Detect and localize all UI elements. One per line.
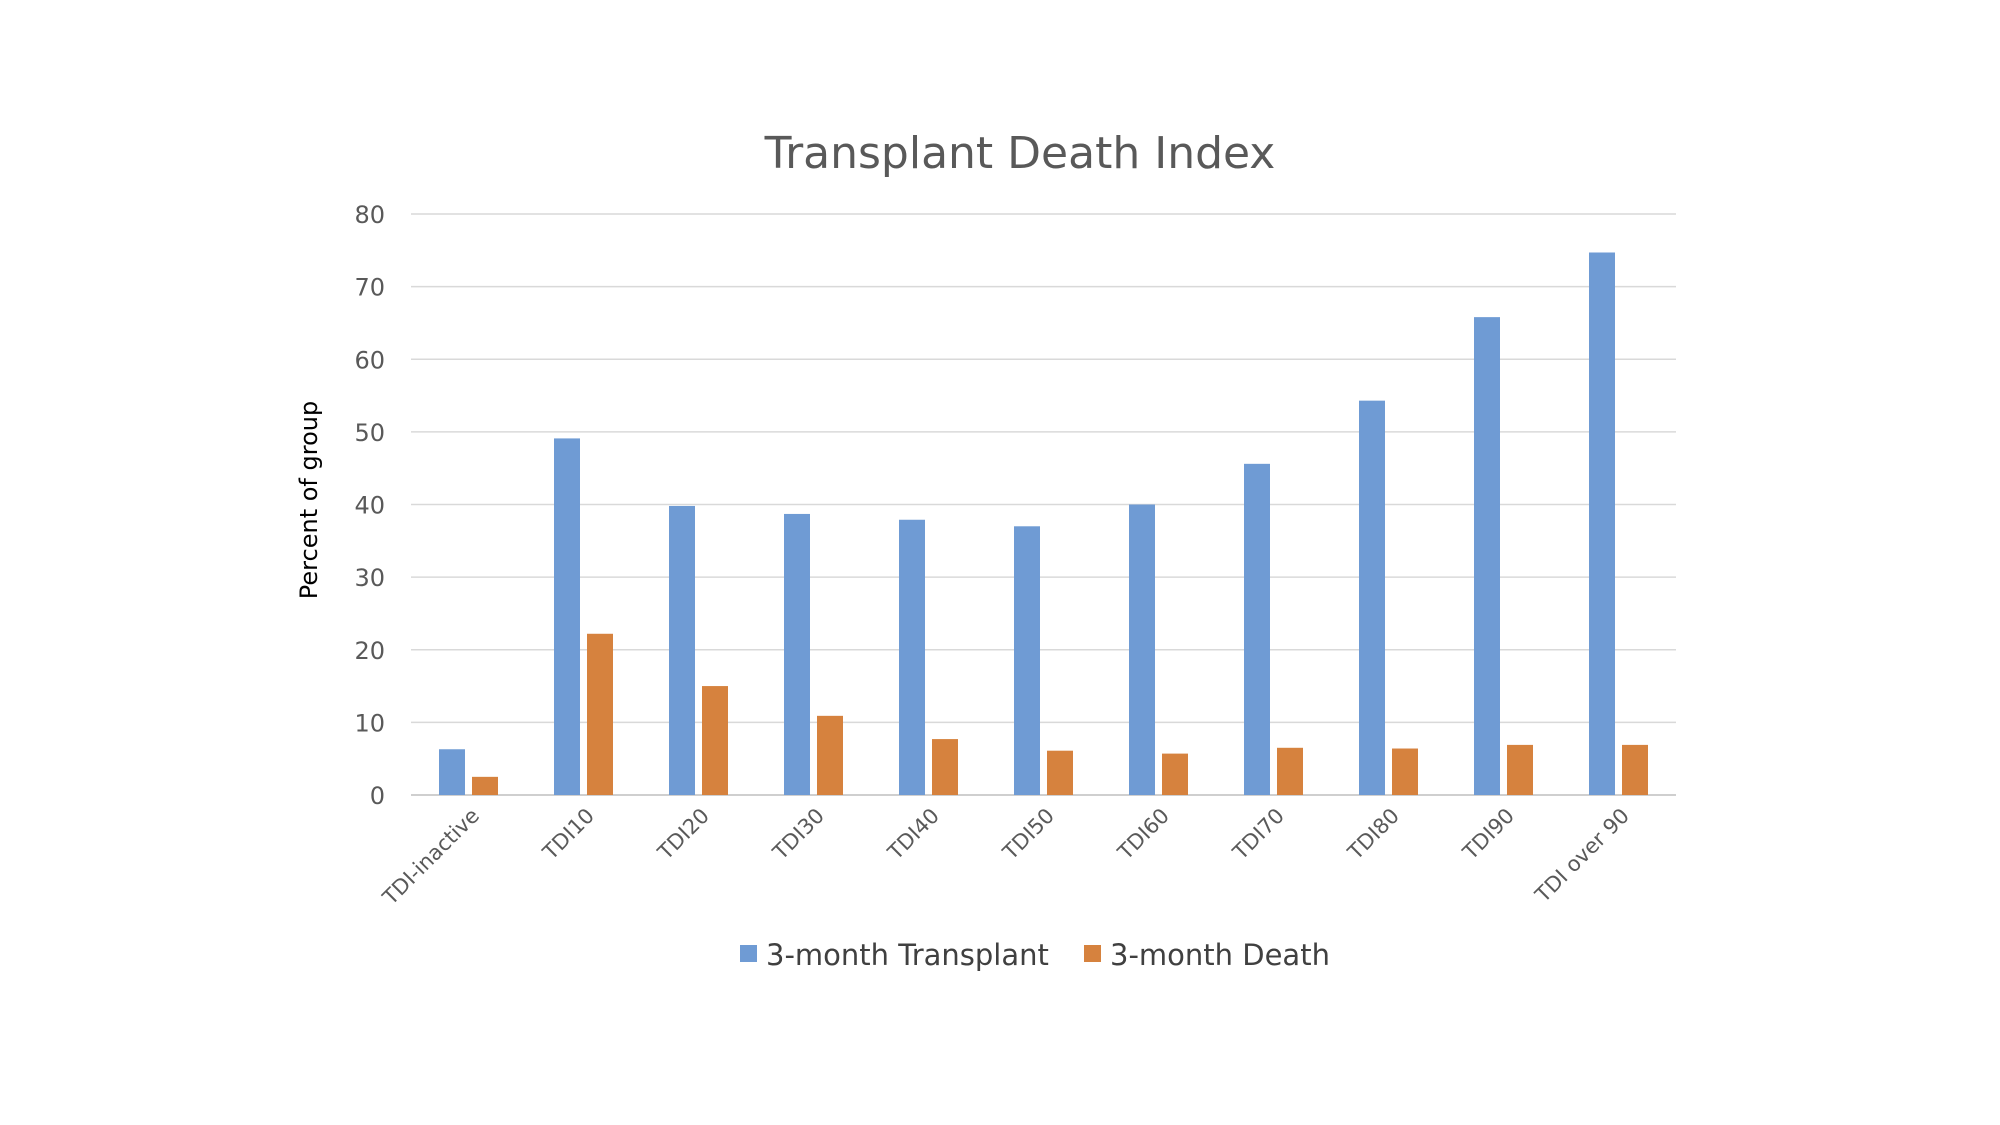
bar-transplant-tdi10 xyxy=(554,438,580,795)
bar-transplant-tdi40 xyxy=(899,519,925,795)
bar-transplant-tdi-over-90 xyxy=(1589,252,1615,795)
x-tick-label: TDI40 xyxy=(883,804,944,865)
bar-death-tdi20 xyxy=(702,686,728,795)
bar-death-tdi10 xyxy=(587,633,613,795)
x-axis-ticks: TDI-inactive TDI10 TDI20 TDI30 TDI40 TDI50 TDI… xyxy=(377,804,1634,911)
bar-death-tdi60 xyxy=(1162,753,1188,795)
chart-title: Transplant Death Index xyxy=(764,128,1276,179)
y-tick-label: 0 xyxy=(370,782,385,810)
x-tick-label: TDI-inactive xyxy=(377,804,484,911)
x-tick-label: TDI over 90 xyxy=(1530,804,1634,908)
gridlines xyxy=(411,213,1676,796)
bar-transplant-tdi20 xyxy=(669,505,695,795)
legend-swatch-death xyxy=(1084,945,1101,962)
x-tick-label: TDI80 xyxy=(1343,804,1404,865)
bar-transplant-tdi80 xyxy=(1359,400,1385,795)
x-tick-label: TDI30 xyxy=(768,804,829,865)
x-tick-label: TDI60 xyxy=(1113,804,1174,865)
bar-transplant-tdi-inactive xyxy=(439,749,465,795)
y-axis-ticks: 0 10 20 30 40 50 60 70 80 xyxy=(354,201,385,810)
y-tick-label: 80 xyxy=(354,201,385,229)
y-tick-label: 40 xyxy=(354,492,385,520)
y-tick-label: 70 xyxy=(354,274,385,302)
bar-death-tdi90 xyxy=(1507,744,1533,795)
x-tick-label: TDI90 xyxy=(1458,804,1519,865)
x-tick-label: TDI20 xyxy=(653,804,714,865)
bar-death-tdi30 xyxy=(817,715,843,795)
bar-transplant-tdi90 xyxy=(1474,317,1500,795)
bar-transplant-tdi30 xyxy=(784,513,810,795)
legend-label-transplant: 3-month Transplant xyxy=(766,938,1049,972)
y-tick-label: 50 xyxy=(354,419,385,447)
bar-death-tdi-over-90 xyxy=(1622,744,1648,795)
bar-death-tdi50 xyxy=(1047,750,1073,795)
y-tick-label: 60 xyxy=(354,346,385,374)
bar-death-tdi80 xyxy=(1392,748,1418,795)
bar-death-tdi70 xyxy=(1277,747,1303,795)
y-tick-label: 10 xyxy=(354,709,385,737)
legend-label-death: 3-month Death xyxy=(1110,938,1330,972)
bar-death-tdi40 xyxy=(932,739,958,795)
bar-transplant-tdi50 xyxy=(1014,526,1040,795)
x-tick-label: TDI10 xyxy=(538,804,599,865)
y-axis-label: Percent of group xyxy=(295,401,323,599)
y-tick-label: 20 xyxy=(354,637,385,665)
legend: 3-month Transplant 3-month Death xyxy=(740,938,1330,972)
x-tick-label: TDI50 xyxy=(998,804,1059,865)
y-tick-label: 30 xyxy=(354,564,385,592)
bars xyxy=(439,252,1648,795)
bar-transplant-tdi70 xyxy=(1244,463,1270,795)
x-tick-label: TDI70 xyxy=(1228,804,1289,865)
legend-swatch-transplant xyxy=(740,945,757,962)
bar-transplant-tdi60 xyxy=(1129,504,1155,795)
bar-death-tdi-inactive xyxy=(472,776,498,795)
